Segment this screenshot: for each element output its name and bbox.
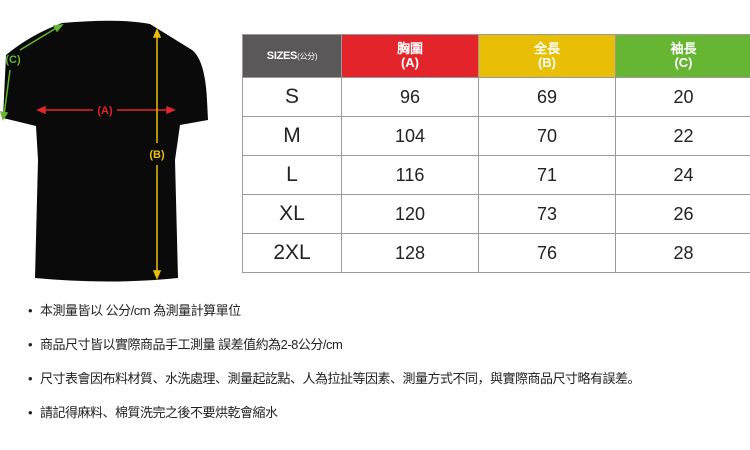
- header-sub: (A): [400, 55, 420, 70]
- cell-size: 2XL: [242, 233, 342, 273]
- cell-chest: 96: [341, 77, 479, 117]
- header-sizes: SIZES(公分): [242, 34, 342, 78]
- note-item: • 本測量皆以 公分/cm 為測量計算單位: [28, 300, 640, 334]
- header-title: 袖長: [670, 41, 697, 56]
- header-sleeve: 袖長 (C): [615, 34, 750, 78]
- measure-a-arrow: [36, 105, 176, 115]
- table-row: XL 120 73 26: [242, 194, 750, 234]
- note-text: 尺寸表會因布料材質、水洗處理、測量起訖點、人為拉扯等因素、測量方式不同，與實際商…: [40, 371, 641, 386]
- cell-size: M: [242, 116, 342, 156]
- header-sub: (B): [537, 55, 557, 70]
- note-text: 商品尺寸皆以實際商品手工測量 誤差值約為2-8公分/cm: [40, 337, 343, 352]
- table-row: L 116 71 24: [242, 155, 750, 195]
- tshirt-silhouette: [3, 20, 208, 282]
- measure-c-arrow: [0, 24, 64, 121]
- header-title: 全長: [533, 41, 560, 56]
- note-item: • 請記得麻料、棉質洗完之後不要烘乾會縮水: [28, 402, 640, 436]
- table-header-row: SIZES(公分) 胸圍 (A) 全長 (B) 袖長 (C): [242, 34, 750, 78]
- note-item: • 商品尺寸皆以實際商品手工測量 誤差值約為2-8公分/cm: [28, 334, 640, 368]
- cell-size: XL: [242, 194, 342, 234]
- cell-chest: 128: [341, 233, 479, 273]
- note-text: 請記得麻料、棉質洗完之後不要烘乾會縮水: [40, 405, 278, 420]
- cell-sleeve: 20: [615, 77, 750, 117]
- header-unit: (公分): [297, 51, 318, 61]
- cell-sleeve: 28: [615, 233, 750, 273]
- table-row: 2XL 128 76 28: [242, 233, 750, 273]
- cell-length: 69: [478, 77, 616, 117]
- header-length: 全長 (B): [478, 34, 616, 78]
- cell-length: 76: [478, 233, 616, 273]
- measure-b-arrow: [152, 28, 162, 280]
- header-title: SIZES: [266, 49, 298, 62]
- bullet-icon: •: [28, 303, 33, 318]
- cell-sleeve: 22: [615, 116, 750, 156]
- measure-a-label: (A): [97, 105, 113, 117]
- bullet-icon: •: [28, 337, 33, 352]
- tshirt-diagram: (A) (B) (C): [0, 20, 208, 282]
- cell-size: L: [242, 155, 342, 195]
- note-text: 本測量皆以 公分/cm 為測量計算單位: [40, 303, 241, 318]
- bullet-icon: •: [28, 405, 33, 420]
- cell-chest: 116: [341, 155, 479, 195]
- header-chest: 胸圍 (A): [341, 34, 479, 78]
- cell-length: 70: [478, 116, 616, 156]
- note-item: • 尺寸表會因布料材質、水洗處理、測量起訖點、人為拉扯等因素、測量方式不同，與實際…: [28, 368, 641, 402]
- bullet-icon: •: [28, 371, 33, 386]
- cell-chest: 104: [341, 116, 479, 156]
- table-row: S 96 69 20: [242, 77, 750, 117]
- cell-sleeve: 24: [615, 155, 750, 195]
- cell-size: S: [242, 77, 342, 117]
- table-row: M 104 70 22: [242, 116, 750, 156]
- cell-chest: 120: [341, 194, 479, 234]
- header-sub: (C): [674, 55, 693, 70]
- measure-c-label: (C): [5, 54, 21, 66]
- cell-length: 73: [478, 194, 616, 234]
- size-chart-table: SIZES(公分) 胸圍 (A) 全長 (B) 袖長 (C) S 96 69 20 M 104 7…: [242, 34, 750, 273]
- cell-sleeve: 26: [615, 194, 750, 234]
- measure-b-label: (B): [149, 149, 165, 161]
- notes-list: • 本測量皆以 公分/cm 為測量計算單位 • 商品尺寸皆以實際商品手工測量 誤差值約…: [28, 300, 641, 436]
- header-title: 胸圍: [396, 41, 423, 56]
- cell-length: 71: [478, 155, 616, 195]
